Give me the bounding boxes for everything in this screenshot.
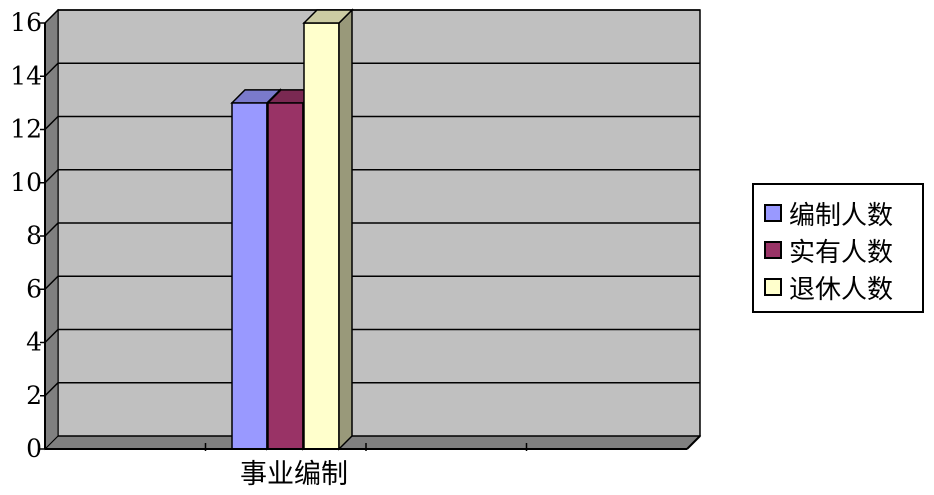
y-tick-label: 0 (26, 434, 42, 463)
y-tick-label: 8 (26, 221, 42, 250)
y-tick-label: 16 (10, 8, 42, 37)
chart-floor (43, 435, 702, 450)
legend-swatch-0 (764, 204, 782, 222)
legend-swatch-1 (764, 241, 782, 259)
legend-label-0: 编制人数 (789, 200, 894, 231)
gridline-side (44, 169, 59, 184)
bar-front-face (267, 102, 304, 450)
legend-swatch-2 (764, 278, 782, 296)
x-axis-depth-edge (686, 435, 701, 450)
y-axis-tick-labels: 0 2 4 6 8 10 12 14 16 (10, 8, 42, 463)
chart-legend: 编制人数 实有人数 退休人数 (752, 183, 924, 313)
bar-2 (302, 8, 354, 451)
x-axis-category-labels: 事业编制 (240, 459, 348, 490)
chart-axes (40, 22, 701, 451)
gridline-side (44, 275, 59, 290)
gridline-side (44, 328, 59, 344)
legend-label-2: 退休人数 (789, 274, 894, 305)
y-tick-label: 10 (10, 168, 42, 197)
y-tick-label: 2 (26, 381, 42, 410)
bar-top-face (302, 9, 354, 24)
y-tick-label: 6 (26, 274, 42, 303)
y-tick-label: 12 (10, 115, 42, 144)
legend-item-2: 退休人数 (764, 269, 893, 305)
bar-front-face (231, 102, 268, 450)
chart-bars (230, 8, 354, 451)
y-tick-label: 14 (10, 61, 42, 90)
gridline-side (44, 115, 59, 131)
gridline-side (44, 222, 59, 237)
legend-label-1: 实有人数 (789, 237, 894, 268)
gridline-side (44, 62, 59, 77)
legend-item-1: 实有人数 (764, 232, 893, 268)
gridline-side (44, 9, 59, 24)
bar-side-face (338, 8, 353, 451)
gridline-side (44, 382, 59, 397)
x-category-label: 事业编制 (240, 459, 348, 490)
bar-front-face (303, 22, 340, 450)
legend-item-0: 编制人数 (764, 195, 893, 231)
chart-gridlines (44, 9, 700, 397)
plot-floor (43, 435, 702, 450)
y-tick-label: 4 (26, 328, 42, 357)
